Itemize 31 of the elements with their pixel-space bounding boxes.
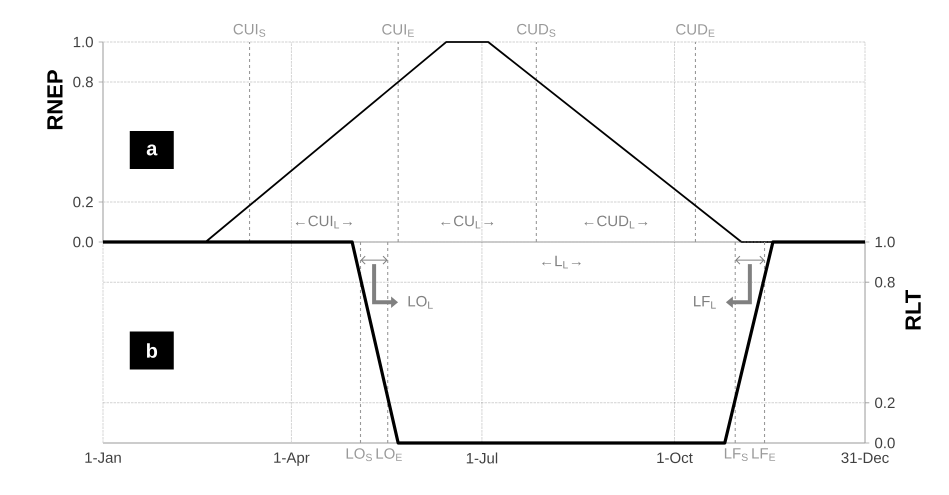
- annotation: b: [146, 343, 158, 358]
- y2-tick-label: 1.0: [876, 236, 895, 248]
- annotation: ←CU$_{L}$→: [441, 216, 494, 228]
- annotation: ←L$_{L}$→: [542, 256, 581, 268]
- x-tick-label: 1-Jan: [85, 452, 121, 463]
- y-tick-label: 0.0: [73, 236, 93, 248]
- ref-line-label: CUI$_{E}$: [382, 24, 414, 37]
- annotation: ←CUD$_{L}$→: [584, 216, 648, 228]
- x-tick-label: 1-Apr: [274, 452, 310, 466]
- ref-line-label: LO$_{S}$: [346, 448, 372, 462]
- y2-axis-title: RLT: [906, 290, 921, 330]
- x-tick-label: 1-Oct: [657, 452, 693, 464]
- y2-tick-label: 0.2: [875, 397, 895, 408]
- ref-line-label: CUD$_{E}$: [676, 24, 714, 37]
- y-axis-title: RNEP: [47, 70, 62, 130]
- annotation: ←CUI$_{L}$→: [296, 216, 352, 228]
- ref-line-label: CUD$_{S}$: [517, 24, 556, 37]
- y-tick-label: 0.8: [73, 76, 93, 88]
- ref-line-label: CUI$_{S}$: [234, 24, 266, 37]
- ref-line-label: LO$_{E}$: [376, 448, 402, 461]
- y2-tick-label: 0.8: [875, 276, 895, 288]
- y-tick-label: 0.2: [73, 196, 93, 208]
- annotation: a: [146, 144, 158, 156]
- x-tick-label: 31-Dec: [841, 452, 889, 464]
- ref-line-label: LF$_{S}$: [724, 448, 748, 461]
- ref-line-label: LF$_{E}$: [752, 448, 776, 461]
- annotation: LF$_{L}$: [694, 296, 716, 309]
- y2-tick-label: 0.0: [875, 438, 895, 448]
- annotation: LO$_{L}$: [408, 296, 433, 309]
- y-tick-label: 1.0: [74, 36, 93, 48]
- x-tick-label: 1-Jul: [466, 452, 498, 464]
